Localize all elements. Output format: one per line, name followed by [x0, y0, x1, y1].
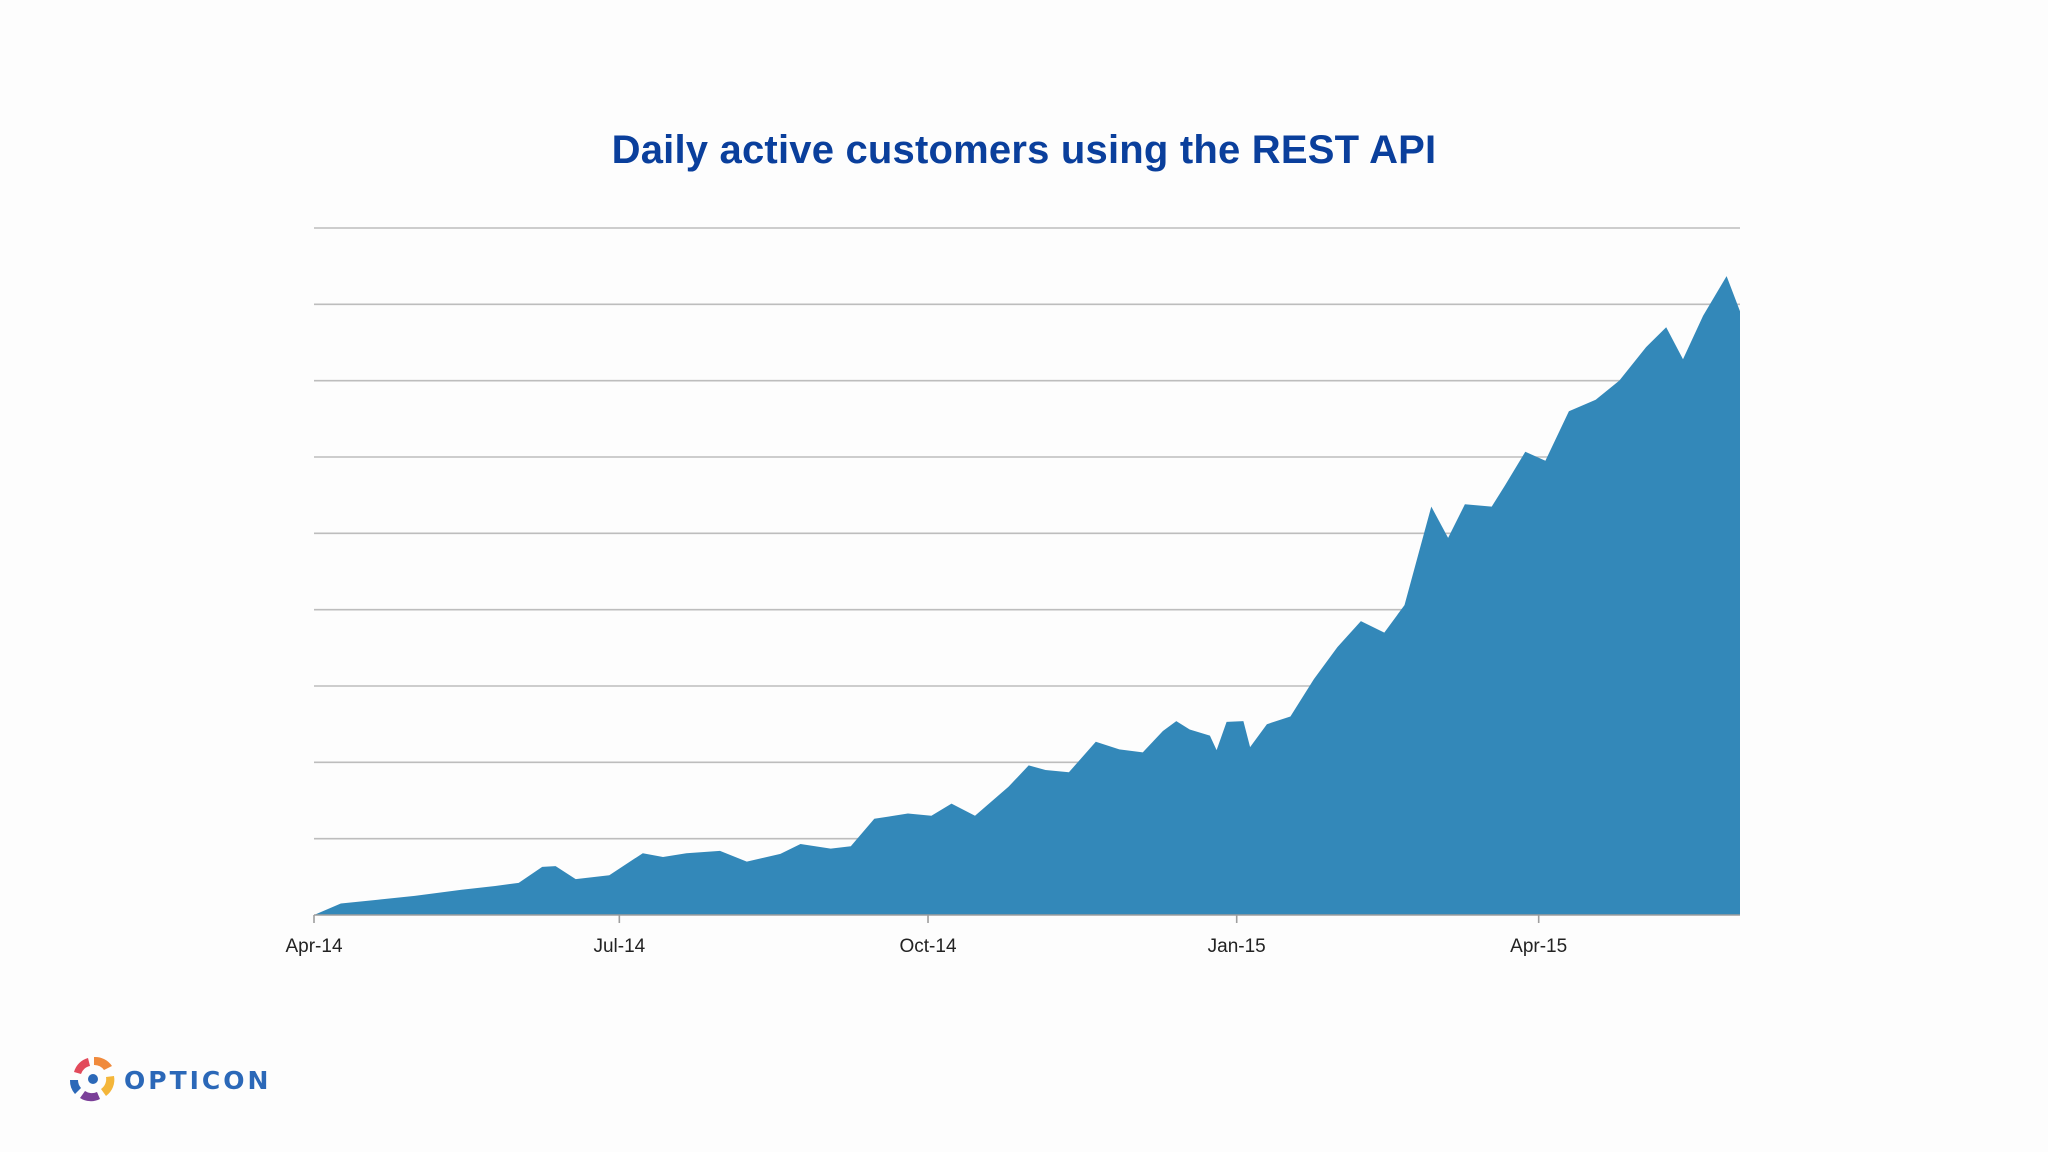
- x-tick-label: Oct-14: [900, 936, 957, 957]
- logo-wordmark: OPTICON: [124, 1066, 272, 1095]
- opticon-logo: OPTICON: [66, 1052, 276, 1112]
- x-tick-label: Jul-14: [593, 936, 645, 957]
- chart-title: Daily active customers using the REST AP…: [611, 128, 1437, 172]
- x-tick-label: Jan-15: [1208, 936, 1266, 957]
- area-series: [314, 276, 1740, 916]
- x-tick-label: Apr-15: [1510, 936, 1567, 957]
- opticon-logo-icon: [69, 1056, 115, 1102]
- x-tick-label: Apr-14: [285, 936, 342, 957]
